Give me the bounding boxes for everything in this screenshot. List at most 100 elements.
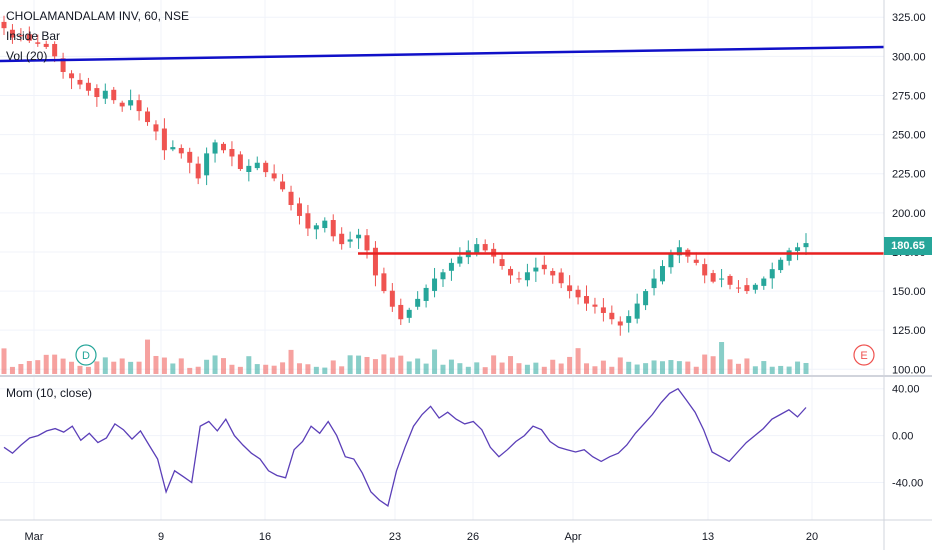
volume-bar bbox=[69, 361, 75, 374]
candle-body bbox=[187, 151, 193, 163]
candle-body bbox=[626, 316, 632, 323]
candle-body bbox=[60, 58, 66, 72]
drawing-lines[interactable] bbox=[0, 45, 885, 255]
volume-bar bbox=[77, 365, 83, 374]
volume-bar bbox=[178, 358, 184, 374]
momentum-indicator-title[interactable]: Mom (10, close) bbox=[6, 386, 93, 400]
volume-bar bbox=[524, 364, 530, 374]
candle-body bbox=[347, 239, 353, 242]
candle-body bbox=[584, 296, 590, 304]
volume-bar bbox=[153, 355, 159, 374]
candle-body bbox=[330, 220, 336, 237]
volume-bar bbox=[516, 363, 522, 374]
price-tick-label: 100.00 bbox=[892, 364, 926, 376]
price-tick-label: 250.00 bbox=[892, 130, 926, 142]
volume-bar bbox=[533, 362, 539, 374]
volume-bar bbox=[634, 364, 640, 374]
candle-body bbox=[220, 143, 226, 151]
candle-body bbox=[18, 35, 24, 37]
candle-body bbox=[643, 291, 649, 306]
volume-bar bbox=[609, 366, 615, 374]
candle-body bbox=[415, 298, 421, 307]
volume-bar bbox=[161, 357, 167, 374]
candle-body bbox=[356, 234, 362, 239]
candle-body bbox=[1, 21, 7, 29]
momentum-line bbox=[3, 387, 807, 507]
candle-body bbox=[102, 90, 108, 99]
trend-line bbox=[0, 45, 885, 63]
volume-bar bbox=[440, 364, 446, 374]
indicator-inside-bar-label[interactable]: Inside Bar bbox=[6, 29, 61, 43]
volume-bar bbox=[668, 360, 674, 374]
volume-bar bbox=[558, 363, 564, 374]
volume-bar bbox=[761, 361, 767, 374]
candle-body bbox=[111, 89, 117, 101]
candle-body bbox=[651, 278, 657, 289]
candle-body bbox=[558, 272, 564, 284]
price-tick-label: 150.00 bbox=[892, 286, 926, 298]
volume-bar bbox=[685, 361, 691, 374]
candle-body bbox=[440, 272, 446, 280]
volume-bars bbox=[1, 339, 809, 374]
volume-bar bbox=[372, 359, 378, 374]
time-tick-label: 9 bbox=[158, 531, 164, 543]
volume-bar bbox=[499, 362, 505, 374]
candle-body bbox=[339, 233, 345, 245]
volume-bar bbox=[423, 363, 429, 374]
volume-bar bbox=[651, 360, 657, 374]
dividend-marker-circle bbox=[75, 344, 97, 366]
candle-body bbox=[761, 278, 767, 286]
volume-bar bbox=[195, 366, 201, 374]
candle-body bbox=[313, 225, 319, 230]
indicator-volume-label[interactable]: Vol (20) bbox=[6, 49, 48, 63]
volume-bar bbox=[305, 364, 311, 374]
time-tick-label: Apr bbox=[564, 531, 581, 543]
candle-body bbox=[719, 278, 725, 280]
earnings-marker-circle bbox=[853, 344, 875, 366]
candle-body bbox=[288, 191, 294, 205]
volume-bar bbox=[339, 366, 345, 374]
volume-bar bbox=[584, 363, 590, 374]
candle-body bbox=[406, 309, 412, 318]
volume-bar bbox=[702, 354, 708, 374]
candle-body bbox=[795, 247, 801, 251]
volume-bar bbox=[617, 357, 623, 374]
volume-bar bbox=[136, 361, 142, 374]
candlesticks bbox=[1, 15, 809, 336]
volume-bar bbox=[567, 356, 573, 374]
volume-bar bbox=[491, 355, 497, 374]
volume-bar bbox=[659, 361, 665, 374]
volume-bar bbox=[448, 359, 454, 374]
momentum-tick-label: -40.00 bbox=[892, 477, 923, 489]
momentum-tick-label: 40.00 bbox=[892, 384, 920, 396]
volume-bar bbox=[187, 367, 193, 374]
volume-bar bbox=[803, 362, 809, 374]
price-tick-label: 225.00 bbox=[892, 169, 926, 181]
candle-body bbox=[432, 278, 438, 291]
candle-body bbox=[212, 142, 218, 154]
volume-bar bbox=[735, 363, 741, 374]
momentum-pane bbox=[3, 387, 807, 507]
volume-bar bbox=[575, 348, 581, 374]
candle-body bbox=[26, 34, 32, 41]
volume-bar bbox=[744, 358, 750, 374]
volume-bar bbox=[795, 361, 801, 374]
candle-body bbox=[263, 162, 269, 173]
time-tick-label: 20 bbox=[806, 531, 818, 543]
symbol-title[interactable]: CHOLAMANDALAM INV, 60, NSE bbox=[6, 9, 189, 23]
candle-body bbox=[178, 147, 184, 154]
candle-body bbox=[600, 307, 606, 313]
volume-bar bbox=[85, 366, 91, 374]
candle-body bbox=[769, 269, 775, 279]
candle-body bbox=[735, 287, 741, 289]
candle-body bbox=[423, 287, 429, 301]
volume-bar bbox=[693, 366, 699, 374]
candle-body bbox=[592, 304, 598, 307]
volume-bar bbox=[111, 361, 117, 374]
volume-bar bbox=[1, 348, 7, 374]
earnings-marker-label: E bbox=[860, 350, 867, 362]
volume-bar bbox=[43, 354, 49, 374]
